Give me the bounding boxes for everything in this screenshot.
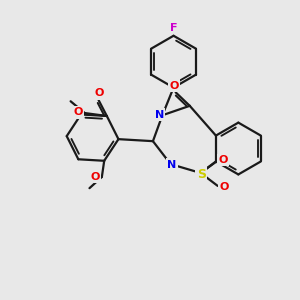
Text: O: O: [220, 182, 229, 192]
Text: O: O: [73, 107, 83, 118]
Text: S: S: [197, 168, 206, 181]
Text: N: N: [167, 160, 177, 170]
Text: N: N: [155, 110, 164, 120]
Text: O: O: [90, 172, 100, 182]
Text: O: O: [94, 88, 104, 98]
Text: O: O: [169, 80, 179, 91]
Text: F: F: [170, 22, 177, 32]
Text: O: O: [219, 155, 228, 165]
